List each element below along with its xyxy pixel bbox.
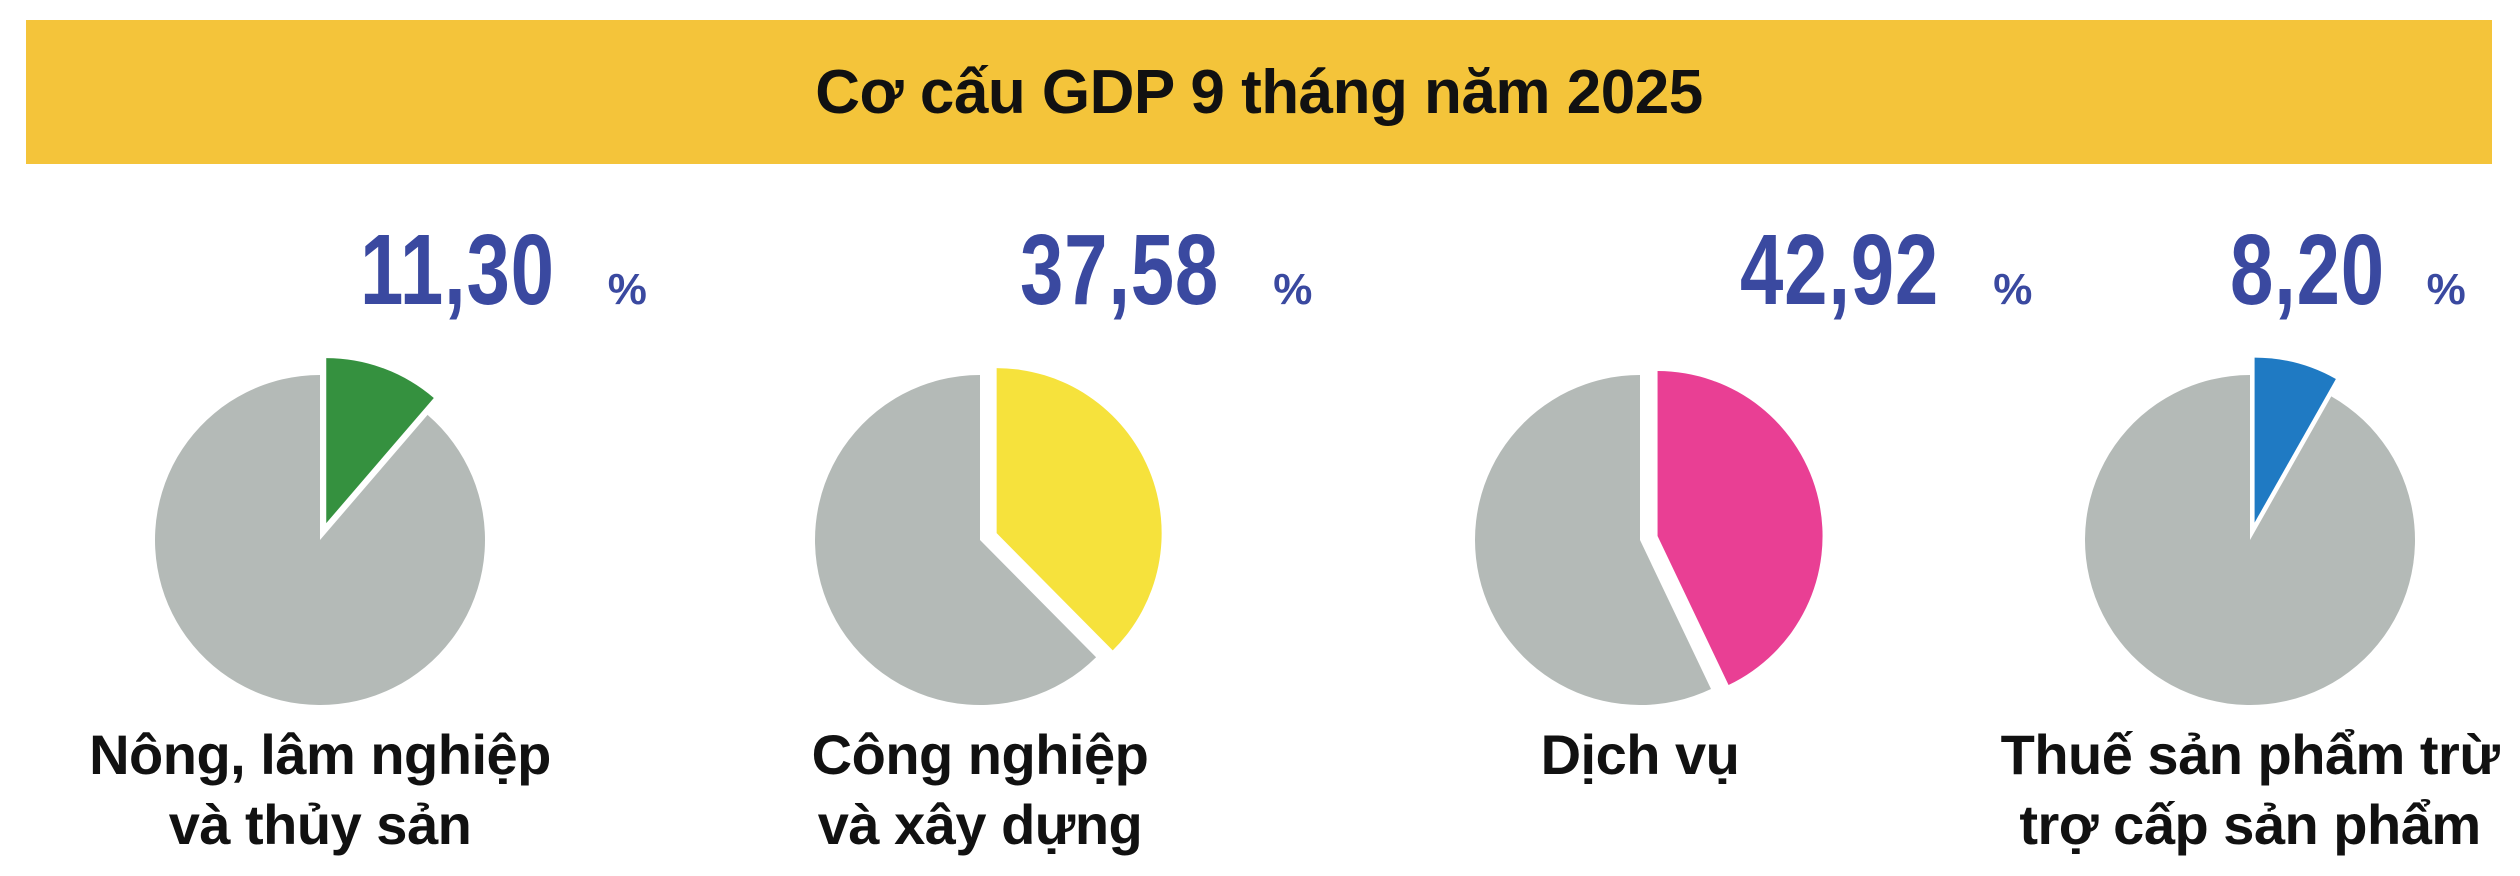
slice-value-label: 11,30%	[360, 220, 649, 320]
category-label-line: Công nghiệp	[811, 723, 1149, 786]
pie-chart	[1474, 371, 1823, 706]
category-label: Thuế sản phẩm trừ trợ cấp sản phẩm	[2001, 720, 2500, 860]
pie-chart	[814, 368, 1162, 705]
slice-value-label: 37,58%	[1020, 220, 1314, 320]
pie-panel: 42,92% Dịch vụ	[1320, 170, 2032, 870]
slice-value: 42,92	[1740, 214, 1940, 326]
slice-value: 8,20	[2230, 214, 2385, 326]
pie-chart	[2085, 357, 2415, 705]
pie-panel: 11,30% Nông, lâm nghiệp và thủy sản	[0, 170, 647, 870]
slice-unit: %	[2426, 265, 2466, 314]
category-label-line: Nông, lâm nghiệp	[89, 723, 551, 786]
slice-value: 11,30	[360, 214, 555, 326]
category-label: Nông, lâm nghiệp và thủy sản	[89, 720, 551, 860]
pie-highlight-slice	[2254, 357, 2336, 523]
pie-highlight-slice	[326, 358, 434, 524]
pie-chart	[154, 358, 485, 705]
pie-panel: 8,20% Thuế sản phẩm trừ trợ cấp sản phẩm	[1930, 170, 2520, 870]
slice-value-label: 42,92%	[1740, 220, 2034, 320]
title-banner: Cơ cấu GDP 9 tháng năm 2025	[26, 20, 2492, 164]
pie-remainder-slice	[154, 375, 485, 705]
pie-remainder-slice	[2085, 375, 2415, 705]
category-label-line: và thủy sản	[168, 793, 472, 856]
category-label-line: trợ cấp sản phẩm	[2019, 793, 2481, 856]
category-label-line: Dịch vụ	[1540, 723, 1740, 786]
category-label-line: và xây dựng	[817, 793, 1143, 856]
slice-unit: %	[1993, 265, 2033, 314]
chart-title: Cơ cấu GDP 9 tháng năm 2025	[815, 57, 1703, 127]
category-label: Công nghiệp và xây dựng	[812, 720, 1149, 860]
slice-value: 37,58	[1020, 214, 1220, 326]
pie-panel: 37,58% Công nghiệp và xây dựng	[660, 170, 1313, 870]
pie-highlight-slice	[1657, 371, 1823, 685]
pie-remainder-slice	[814, 375, 1097, 705]
slice-unit: %	[607, 265, 647, 314]
pie-highlight-slice	[996, 368, 1162, 651]
pie-remainder-slice	[1474, 375, 1712, 706]
category-label-line: Thuế sản phẩm trừ	[2000, 723, 2500, 786]
category-label: Dịch vụ	[1541, 720, 1740, 790]
slice-unit: %	[1273, 265, 1313, 314]
slice-value-label: 8,20%	[2230, 220, 2468, 320]
